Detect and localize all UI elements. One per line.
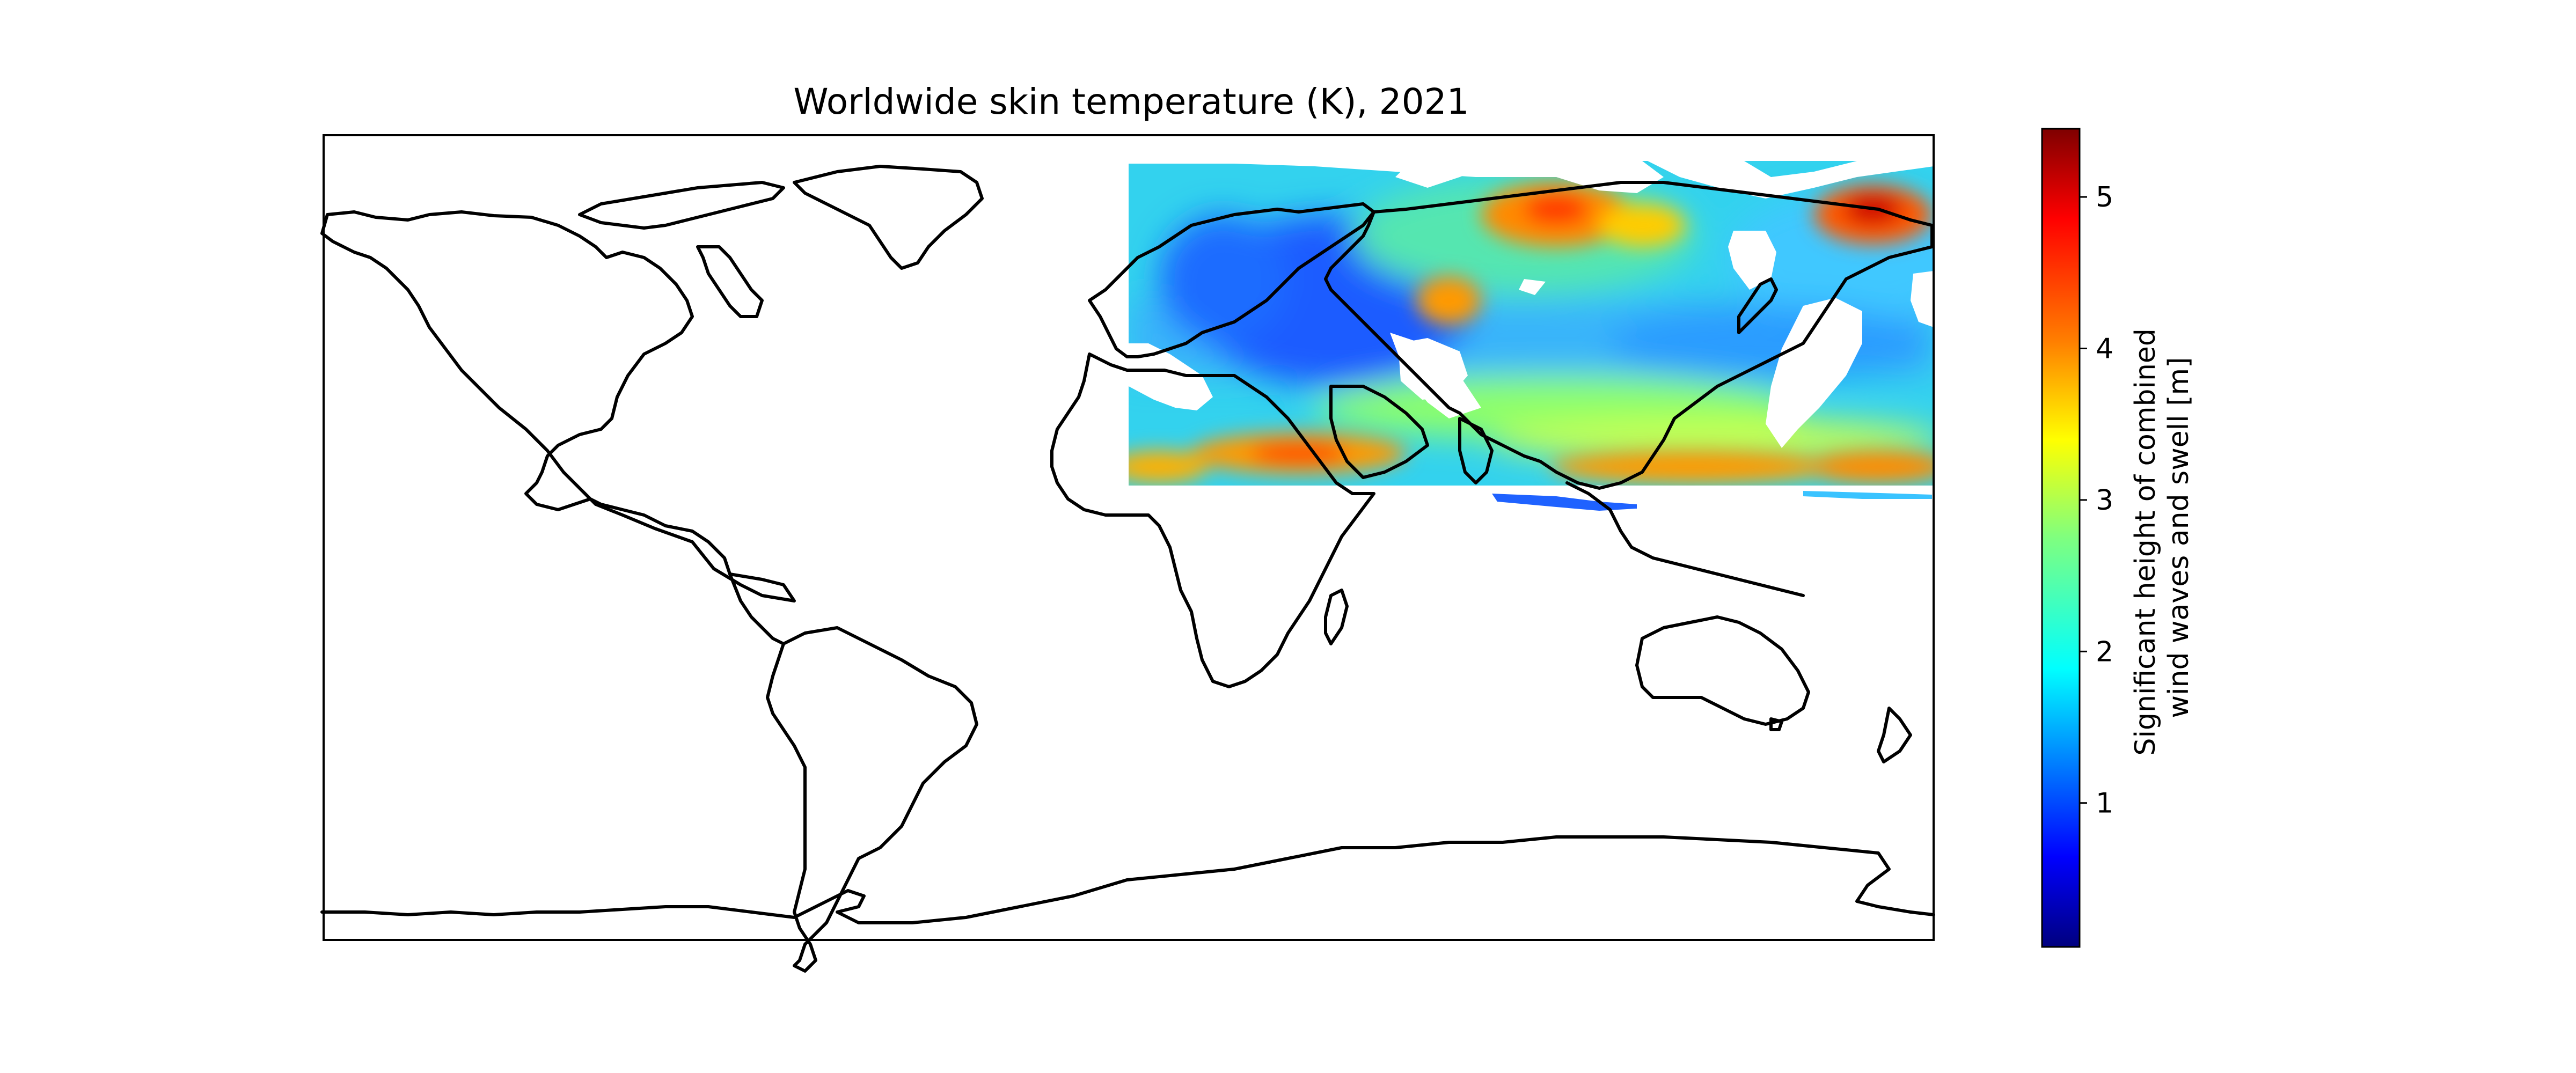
coast-asia <box>1324 181 1934 490</box>
colorbar-tick-label: 2 <box>2096 636 2113 668</box>
map-title: Worldwide skin temperature (K), 2021 <box>793 81 1469 122</box>
colorbar-label-line1: Significant height of combined <box>2129 328 2162 755</box>
coast-antarctica <box>320 835 1935 924</box>
coast-southeast-asia <box>1565 481 1805 597</box>
colorbar-ticks: 1 2 3 4 5 <box>2080 181 2113 820</box>
data-bottom-fringe <box>1492 494 1637 511</box>
coast-arctic-islands <box>578 181 785 230</box>
coast-arabia <box>1329 385 1429 479</box>
data-mask-pole-gap <box>1395 164 1492 188</box>
data-bottom-edge <box>1129 486 1934 496</box>
coast-greenland <box>793 165 984 270</box>
data-bottom-fringe-2 <box>1803 491 1932 499</box>
data-mask-east <box>1911 271 1934 327</box>
coast-tasmania <box>1769 717 1783 731</box>
colorbar-tick-label: 1 <box>2096 788 2113 820</box>
colorbar: 1 2 3 4 5 Significant height of combined win… <box>2041 128 2195 948</box>
colorbar-tick-label: 3 <box>2096 484 2113 517</box>
data-mask-hudson <box>1519 279 1546 295</box>
coast-new-zealand <box>1877 707 1912 763</box>
coast-india <box>1458 417 1494 484</box>
wave-height-field <box>1129 158 1934 494</box>
coast-japan <box>1737 277 1778 334</box>
colorbar-bar <box>2041 128 2081 948</box>
coast-madagascar <box>1324 589 1349 645</box>
coast-hudson-bay <box>696 245 764 318</box>
colorbar-label-line2: wind waves and swell [m] <box>2163 357 2195 718</box>
data-mask-north-gap <box>1648 161 1934 199</box>
colorbar-tick-label: 4 <box>2096 333 2113 365</box>
coast-australia <box>1635 615 1810 726</box>
data-mask-west-africa <box>1129 343 1213 410</box>
coast-europe <box>1088 202 1375 358</box>
coast-north-america <box>320 210 796 602</box>
coast-africa <box>1050 352 1375 688</box>
data-mask-top <box>1129 158 1934 193</box>
data-mask-greenland <box>1728 231 1776 290</box>
colorbar-tick-label: 5 <box>2096 181 2113 214</box>
coastlines <box>320 165 1935 973</box>
coast-central-america <box>728 572 785 645</box>
data-mask-australia-shape <box>1398 338 1468 400</box>
colorbar-label: Significant height of combined wind wave… <box>2129 320 2195 756</box>
data-mask-south-america-shape <box>1766 298 1862 448</box>
map-frame <box>323 134 1935 941</box>
